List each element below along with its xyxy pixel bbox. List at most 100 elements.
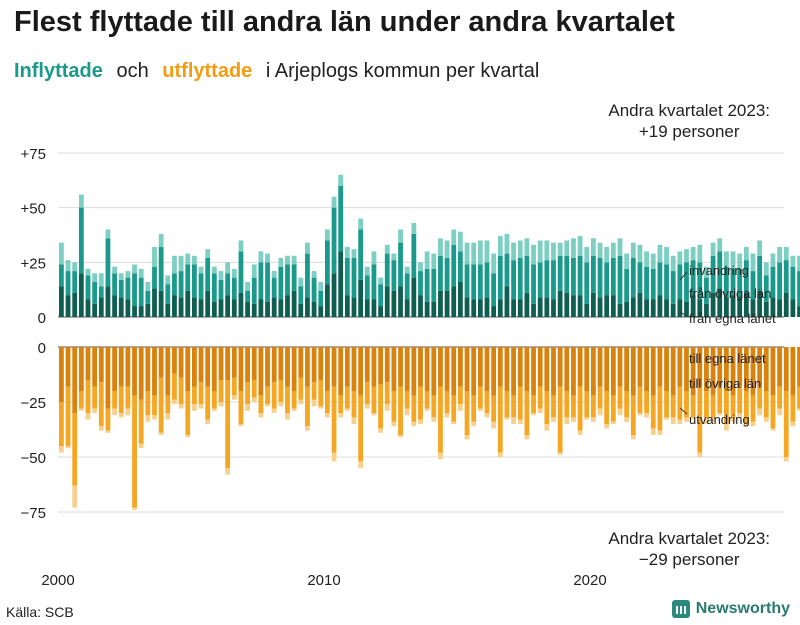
bar-in-invandring [351, 249, 357, 258]
bar-out-till_ovriga_lan [604, 391, 610, 424]
bar-out-till_ovriga_lan [364, 382, 370, 405]
bar-in-fran_egna_lanet [424, 301, 430, 317]
bar-in-fran_ovriga_lan [258, 262, 264, 300]
bar-out-till_egna_lanet [730, 347, 736, 396]
bar-out-utvandring [591, 417, 596, 422]
bar-out-utvandring [464, 435, 470, 440]
bar-out-utvandring [451, 421, 457, 424]
bar-in-invandring [132, 264, 137, 274]
bar-in-fran_ovriga_lan [710, 255, 716, 293]
bar-out-till_egna_lanet [132, 347, 137, 396]
bar-in-fran_ovriga_lan [98, 286, 104, 298]
bar-out-till_ovriga_lan [231, 377, 237, 396]
bar-in-fran_egna_lanet [165, 303, 171, 317]
bar-in-fran_ovriga_lan [690, 260, 696, 296]
bar-out-till_egna_lanet [604, 347, 610, 391]
bar-out-till_egna_lanet [511, 347, 516, 396]
bar-in-fran_egna_lanet [484, 297, 490, 317]
y-tick-label-top: 0 [38, 310, 46, 327]
bar-in-invandring [318, 282, 324, 291]
bar-in-fran_egna_lanet [557, 290, 563, 317]
bar-in-fran_ovriga_lan [584, 262, 590, 304]
bar-in-invandring [158, 233, 164, 248]
bar-in-fran_egna_lanet [710, 292, 716, 317]
bar-out-utvandring [737, 413, 743, 418]
bar-in-fran_ovriga_lan [185, 264, 191, 291]
bar-out-utvandring [278, 402, 284, 407]
bar-in-fran_egna_lanet [172, 295, 177, 317]
bar-out-till_egna_lanet [78, 347, 84, 391]
annotation-bottom: Andra kvartalet 2023: −29 personer [608, 528, 770, 570]
bar-out-till_ovriga_lan [464, 391, 470, 435]
bar-in-invandring [797, 255, 800, 272]
bar-in-invandring [637, 244, 643, 263]
bar-in-invandring [584, 247, 590, 263]
bar-in-fran_ovriga_lan [178, 271, 184, 298]
bar-out-till_egna_lanet [165, 347, 171, 396]
bar-out-till_ovriga_lan [92, 386, 98, 409]
bar-in-fran_ovriga_lan [132, 273, 137, 307]
bar-out-till_egna_lanet [610, 347, 616, 396]
bar-in-fran_egna_lanet [750, 299, 756, 317]
bar-out-till_ovriga_lan [710, 395, 716, 418]
bar-out-utvandring [604, 424, 610, 429]
bar-out-utvandring [431, 417, 437, 422]
bar-in-invandring [657, 244, 663, 263]
bar-out-utvandring [178, 404, 184, 409]
bar-out-till_ovriga_lan [444, 391, 450, 413]
bar-in-fran_ovriga_lan [125, 277, 131, 300]
bar-out-till_egna_lanet [125, 347, 131, 387]
bar-out-till_ovriga_lan [557, 386, 563, 453]
bar-out-till_egna_lanet [112, 347, 117, 391]
bar-in-invandring [59, 242, 64, 265]
bar-out-till_egna_lanet [404, 347, 410, 391]
bar-in-invandring [690, 247, 696, 261]
y-tick-label-top: +50 [21, 201, 46, 218]
bar-out-till_egna_lanet [743, 347, 749, 391]
bar-out-till_egna_lanet [783, 347, 789, 391]
bar-out-utvandring [225, 468, 231, 475]
bar-out-till_egna_lanet [138, 347, 144, 400]
bar-out-till_ovriga_lan [670, 395, 676, 418]
bar-in-fran_egna_lanet [59, 286, 64, 317]
bar-out-utvandring [551, 417, 556, 422]
bar-in-fran_ovriga_lan [504, 253, 510, 287]
bar-out-utvandring [524, 435, 530, 440]
bar-out-utvandring [271, 408, 277, 413]
legend-pointer [679, 311, 688, 317]
bar-out-till_egna_lanet [211, 347, 217, 391]
bar-out-utvandring [730, 417, 736, 422]
bar-in-invandring [477, 240, 483, 265]
bar-in-invandring [211, 266, 217, 274]
chart-title: Flest flyttade till andra län under andr… [14, 6, 675, 38]
bar-out-utvandring [291, 408, 297, 411]
bar-out-till_egna_lanet [424, 347, 430, 391]
bar-in-fran_ovriga_lan [684, 262, 689, 302]
bar-out-till_ovriga_lan [704, 391, 709, 418]
legend-top-label: från egna länet [689, 311, 776, 326]
bar-out-till_ovriga_lan [291, 391, 297, 409]
bar-in-fran_egna_lanet [644, 299, 649, 317]
bar-in-fran_ovriga_lan [158, 247, 164, 291]
bar-in-invandring [717, 238, 723, 252]
bar-in-invandring [231, 268, 237, 278]
bar-out-till_egna_lanet [591, 347, 596, 396]
bar-in-fran_ovriga_lan [431, 268, 437, 302]
bar-out-till_egna_lanet [670, 347, 676, 396]
bar-out-utvandring [205, 419, 211, 424]
bar-out-till_egna_lanet [251, 347, 257, 380]
bar-out-till_egna_lanet [690, 347, 696, 396]
bar-out-till_ovriga_lan [298, 377, 304, 400]
bar-out-utvandring [438, 452, 443, 460]
bar-in-invandring [471, 242, 477, 265]
bar-in-fran_ovriga_lan [338, 185, 344, 252]
bar-in-invandring [251, 264, 257, 278]
newsworthy-icon [671, 600, 690, 618]
bar-in-invandring [564, 240, 570, 256]
bar-in-fran_egna_lanet [192, 297, 197, 317]
bar-out-utvandring [351, 417, 357, 424]
bar-in-invandring [378, 277, 383, 285]
bar-out-till_ovriga_lan [145, 391, 151, 416]
bar-in-invandring [544, 240, 550, 261]
